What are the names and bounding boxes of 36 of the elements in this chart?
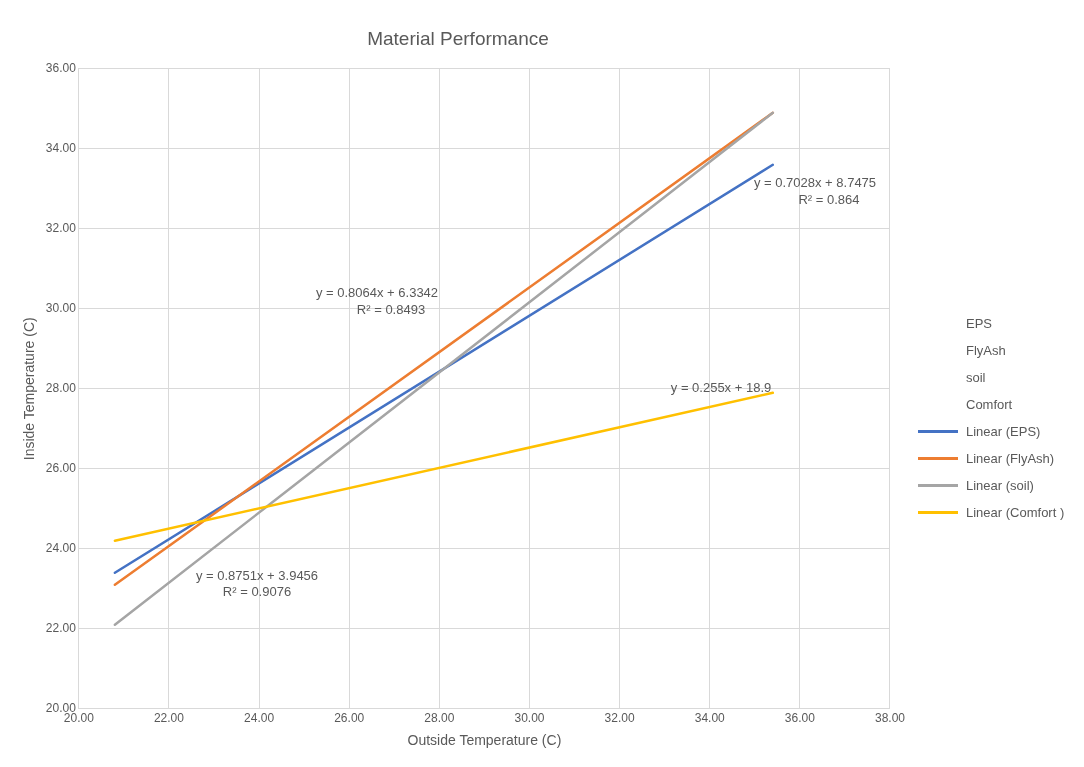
legend-label: Linear (EPS): [966, 424, 1041, 439]
annotation: y = 0.8064x + 6.3342: [315, 284, 439, 300]
annotation: y = 0.7028x + 8.7475: [753, 174, 877, 190]
x-tick-label: 26.00: [334, 711, 365, 726]
x-tick-label: 38.00: [874, 711, 906, 726]
y-tick-label: 28.00: [45, 381, 77, 396]
x-tick-label: 34.00: [694, 711, 726, 726]
y-tick-label: 32.00: [45, 221, 77, 236]
legend-label: Linear (Comfort ): [966, 505, 1065, 520]
x-tick-label: 32.00: [604, 711, 635, 726]
x-tick-label: 30.00: [514, 711, 545, 726]
x-tick-label: 20.00: [63, 711, 95, 726]
legend-label: Linear (FlyAsh): [966, 451, 1055, 466]
y-tick-label: 36.00: [45, 61, 77, 76]
x-tick-label: 22.00: [153, 711, 185, 726]
text: Comfort: [966, 397, 1013, 412]
x-axis-title: Outside Temperature (C): [407, 732, 562, 749]
x-tick-label: 28.00: [424, 711, 455, 726]
annotation: y = 0.255x + 18.9: [670, 379, 772, 395]
annotation: R² = 0.864: [798, 191, 860, 207]
y-tick-label: 34.00: [45, 141, 77, 156]
text: FlyAsh: [966, 343, 1006, 358]
y-tick-label: 26.00: [45, 461, 77, 476]
annotation: y = 0.8751x + 3.9456: [195, 567, 319, 583]
annotation: R² = 0.9076: [222, 583, 292, 599]
chart-title: Material Performance: [367, 27, 549, 49]
y-tick-label: 30.00: [45, 301, 77, 316]
y-tick-label: 24.00: [45, 541, 77, 556]
text: soil: [966, 370, 986, 385]
x-tick-label: 36.00: [784, 711, 816, 726]
y-tick-label: 22.00: [45, 621, 77, 636]
x-tick-label: 24.00: [244, 711, 275, 726]
y-axis-title: Inside Temperature (C): [21, 317, 38, 461]
legend-label: Linear (soil): [966, 478, 1034, 493]
annotation: R² = 0.8493: [356, 301, 426, 317]
text: EPS: [966, 316, 993, 331]
